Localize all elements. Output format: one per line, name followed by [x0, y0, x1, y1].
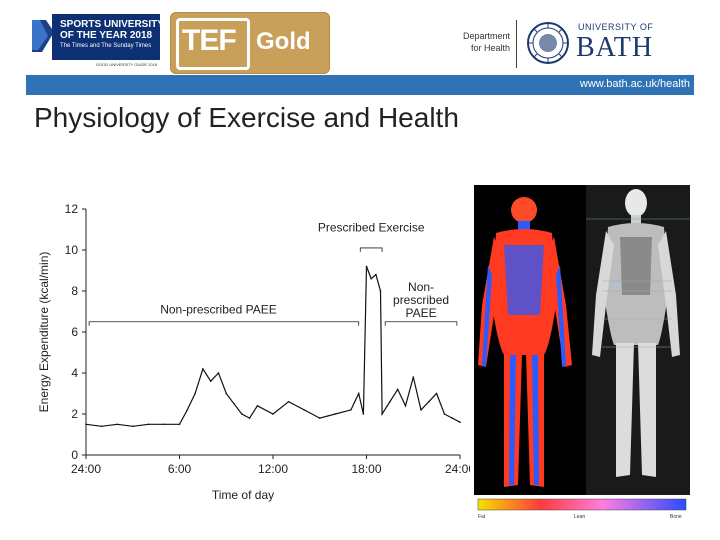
data-point: [131, 425, 134, 428]
scan-vat-label: VAT: [612, 282, 621, 288]
sports-university-logo: SPORTS UNIVERSITY OF THE YEAR 2018 The T…: [32, 14, 160, 67]
logo-divider: [516, 20, 517, 68]
data-point: [100, 425, 103, 428]
data-point: [248, 417, 251, 419]
annotation-non-prescribed-right-line: Non-: [408, 280, 434, 294]
data-point: [375, 273, 377, 276]
data-point: [451, 417, 454, 419]
x-tick-label: 6:00: [168, 462, 192, 476]
data-point: [379, 290, 382, 292]
data-point: [389, 400, 391, 403]
annotation-non-prescribed-right-line: prescribed: [393, 293, 449, 307]
chart-annotations: Non-prescribed PAEE Prescribed Exercise No…: [88, 221, 458, 326]
data-point: [272, 413, 274, 415]
bracket-prescribed-exercise: [359, 247, 383, 252]
scan-legend-lean: Lean: [574, 514, 585, 520]
data-point: [404, 405, 407, 407]
tef-gold-word: Gold: [256, 28, 311, 55]
doh-line-1: Department: [462, 31, 510, 41]
data-point: [209, 380, 212, 382]
scan-legend-fat: Fat: [478, 514, 486, 520]
data-point: [381, 413, 383, 415]
annotation-prescribed-exercise: Prescribed Exercise: [318, 221, 425, 235]
y-tick-label: 12: [65, 202, 79, 216]
bracket-non-prescribed-left: [88, 321, 360, 326]
tef-gold-logo: [170, 12, 330, 74]
doh-line-2: for Health: [470, 43, 510, 53]
data-point: [217, 372, 220, 374]
data-point: [202, 368, 204, 370]
header-bar: [26, 75, 694, 95]
data-point: [435, 392, 438, 395]
department-for-health-logo: Department for Health: [440, 30, 510, 54]
website-url[interactable]: www.bath.ac.uk/health: [579, 78, 690, 90]
data-point: [287, 400, 290, 403]
data-point: [256, 405, 259, 407]
data-point: [350, 409, 352, 411]
y-axis-label: Energy Expenditure (kcal/min): [37, 252, 51, 413]
bath-logo-small: UNIVERSITY OF: [578, 22, 654, 32]
data-point: [178, 423, 181, 426]
data-point: [412, 376, 415, 378]
series-line: [85, 266, 461, 427]
data-point: [233, 402, 235, 405]
x-tick-label: 18:00: [351, 462, 381, 476]
data-point: [459, 421, 461, 423]
data-point: [428, 400, 430, 403]
data-point: [194, 392, 196, 395]
sports-line-2: OF THE YEAR 2018: [60, 30, 153, 41]
data-point: [303, 409, 305, 411]
y-tick-label: 10: [65, 243, 79, 257]
y-tick-label: 8: [71, 284, 78, 298]
energy-expenditure-chart: 0 2 4 6 8 10 12 24:00 6:00 12:00 18:00 24:00 Time of…: [37, 202, 470, 502]
x-tick-label: 24:00: [445, 462, 470, 476]
data-point: [420, 409, 422, 411]
bath-crest-icon: [527, 22, 569, 64]
tef-word: TEF: [182, 24, 237, 57]
page-title: Physiology of Exercise and Health: [34, 102, 459, 133]
x-axis-label: Time of day: [212, 488, 274, 502]
data-point: [370, 277, 372, 280]
sports-line-1: SPORTS UNIVERSITY: [60, 19, 160, 30]
data-point: [147, 423, 150, 426]
data-point: [116, 423, 118, 426]
data-point: [85, 423, 87, 426]
chart-marks: [85, 265, 461, 428]
dexa-body-scan-image: VAT Fat Lean Bone: [474, 185, 690, 520]
tef-frame: [176, 18, 250, 70]
data-point: [334, 413, 337, 415]
data-point: [357, 392, 360, 395]
data-point: [365, 265, 368, 268]
x-tick-label: 24:00: [71, 462, 101, 476]
grayscale-body-scan: VAT: [586, 185, 690, 495]
data-point: [186, 409, 189, 411]
y-tick-label: 2: [71, 407, 78, 421]
x-tick-label: 12:00: [258, 462, 288, 476]
sports-line-3: The Times and The Sunday Times: [60, 43, 151, 49]
scan-colour-legend: [477, 498, 687, 511]
data-point: [396, 388, 399, 391]
y-tick-label: 0: [71, 448, 78, 462]
chart-axes: 0 2 4 6 8 10 12 24:00 6:00 12:00 18:00 24:00 Time of…: [37, 202, 470, 502]
data-point: [443, 413, 446, 415]
y-tick-label: 6: [71, 325, 78, 339]
color-body-scan: [478, 197, 572, 487]
annotation-non-prescribed-left: Non-prescribed PAEE: [160, 303, 277, 317]
data-point: [241, 413, 243, 415]
scan-legend-bone: Bone: [670, 514, 682, 520]
sports-line-4: GOOD UNIVERSITY GUIDE 2018: [96, 62, 158, 67]
annotation-non-prescribed-right-line: PAEE: [405, 306, 436, 320]
data-point: [163, 423, 165, 426]
bath-logo-word: BATH: [576, 32, 654, 63]
bracket-non-prescribed-right: [384, 321, 458, 326]
data-point: [318, 417, 321, 419]
data-point: [362, 413, 365, 415]
y-tick-label: 4: [71, 366, 78, 380]
data-point: [225, 392, 228, 395]
